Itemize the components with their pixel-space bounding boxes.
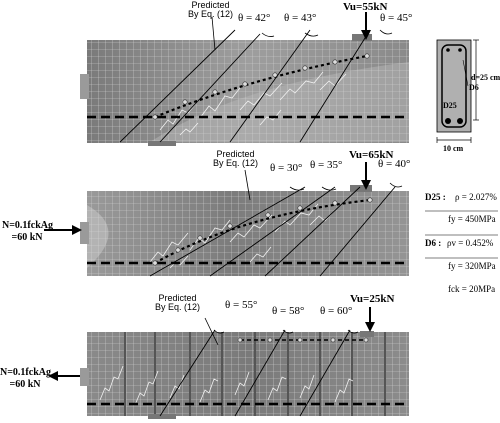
- axial-line-1: N=0.1fckAg: [0, 367, 51, 378]
- cross-section: [436, 39, 479, 143]
- d25-rho: ρ = 2.027%: [455, 192, 497, 202]
- axial-line-1: N=0.1fckAg: [2, 220, 53, 231]
- load-plate: [360, 331, 374, 337]
- crack-pattern: [149, 203, 337, 269]
- d6-fy: fy = 320MPa: [448, 261, 496, 271]
- angle-label: θ = 43°: [284, 12, 317, 24]
- angle-label: θ = 60°: [320, 305, 353, 317]
- load-label: Vu=25kN: [350, 293, 395, 305]
- beam-panel-bottom: [48, 307, 409, 419]
- axial-load-label: N=0.1fckAg =60 kN: [0, 367, 51, 390]
- d25-prop-label: D25 :: [425, 192, 446, 202]
- support-left: [80, 368, 89, 386]
- fck-value: fck = 20MPa: [448, 284, 496, 294]
- predicted-inclination-lines: [159, 329, 351, 417]
- d6-rho: ρv = 0.452%: [447, 238, 494, 248]
- axial-arrow-head: [72, 225, 82, 235]
- width-label: 10 cm: [443, 144, 464, 153]
- angle-arcs: [261, 29, 393, 37]
- strut-nodes: [237, 337, 369, 343]
- predicted-line-2: By Eq. (12): [188, 9, 234, 19]
- top-bar: [446, 48, 450, 52]
- axial-arrow-head: [48, 371, 58, 381]
- d25-label: D25: [443, 101, 457, 110]
- axial-line-2: =60 kN: [9, 379, 41, 390]
- predicted-line-1: Predicted: [191, 0, 230, 10]
- predicted-leader: [211, 16, 216, 51]
- predicted-line-2: By Eq. (12): [155, 302, 201, 312]
- angle-arcs: [213, 329, 359, 334]
- mesh-grid: [87, 40, 409, 143]
- d6-prop-label: D6 :: [425, 238, 442, 248]
- angle-arcs: [289, 182, 403, 191]
- predicted-label: Predicted By Eq. (12): [188, 1, 233, 19]
- predicted-line-2: By Eq. (12): [213, 158, 259, 168]
- predicted-label: Predicted By Eq. (12): [155, 294, 200, 312]
- load-plate: [352, 34, 372, 41]
- support-bottom: [148, 414, 176, 419]
- beam-panel-middle: [44, 162, 409, 277]
- angle-label: θ = 40°: [378, 158, 411, 170]
- predicted-line-1: Predicted: [216, 149, 255, 159]
- stirrup: [441, 44, 467, 128]
- d6-label: D6: [469, 83, 479, 92]
- d6-leader: [462, 59, 469, 87]
- axial-line-2: =60 kN: [11, 232, 43, 243]
- vertical-stirrup-bands: [124, 332, 386, 416]
- predicted-inclination-lines: [119, 29, 371, 143]
- load-plate: [350, 185, 372, 192]
- predicted-leader: [244, 169, 251, 201]
- strut-nodes: [152, 53, 370, 120]
- support-left: [80, 222, 89, 244]
- load-label: Vu=55kN: [343, 1, 388, 13]
- angle-label: θ = 30°: [270, 162, 303, 174]
- predicted-label: Predicted By Eq. (12): [213, 150, 258, 168]
- load-arrow-head: [361, 30, 371, 40]
- angle-label: θ = 55°: [225, 299, 258, 311]
- load-arrow-head: [365, 322, 375, 332]
- angle-label: θ = 58°: [272, 305, 305, 317]
- load-arrow-head: [361, 180, 371, 190]
- support-left: [80, 74, 89, 99]
- angle-label: θ = 42°: [238, 12, 271, 24]
- predicted-inclination-lines: [149, 186, 396, 277]
- arch-strut-line: [154, 54, 368, 119]
- bottom-bar: [445, 118, 451, 124]
- support-bottom: [148, 141, 176, 146]
- beam-panel-top: [80, 12, 409, 146]
- angle-label: θ = 45°: [380, 12, 413, 24]
- strut-nodes: [152, 197, 373, 266]
- depth-label: d=25 cm: [471, 73, 500, 82]
- predicted-line-1: Predicted: [158, 293, 197, 303]
- crack-pattern: [159, 71, 347, 136]
- predicted-leader: [204, 317, 219, 346]
- axial-load-label: N=0.1fckAg =60 kN: [2, 220, 53, 243]
- load-label: Vu=65kN: [349, 149, 394, 161]
- d25-fy: fy = 450MPa: [448, 214, 496, 224]
- top-bar: [458, 48, 462, 52]
- bottom-bar: [457, 118, 463, 124]
- angle-label: θ = 35°: [310, 159, 343, 171]
